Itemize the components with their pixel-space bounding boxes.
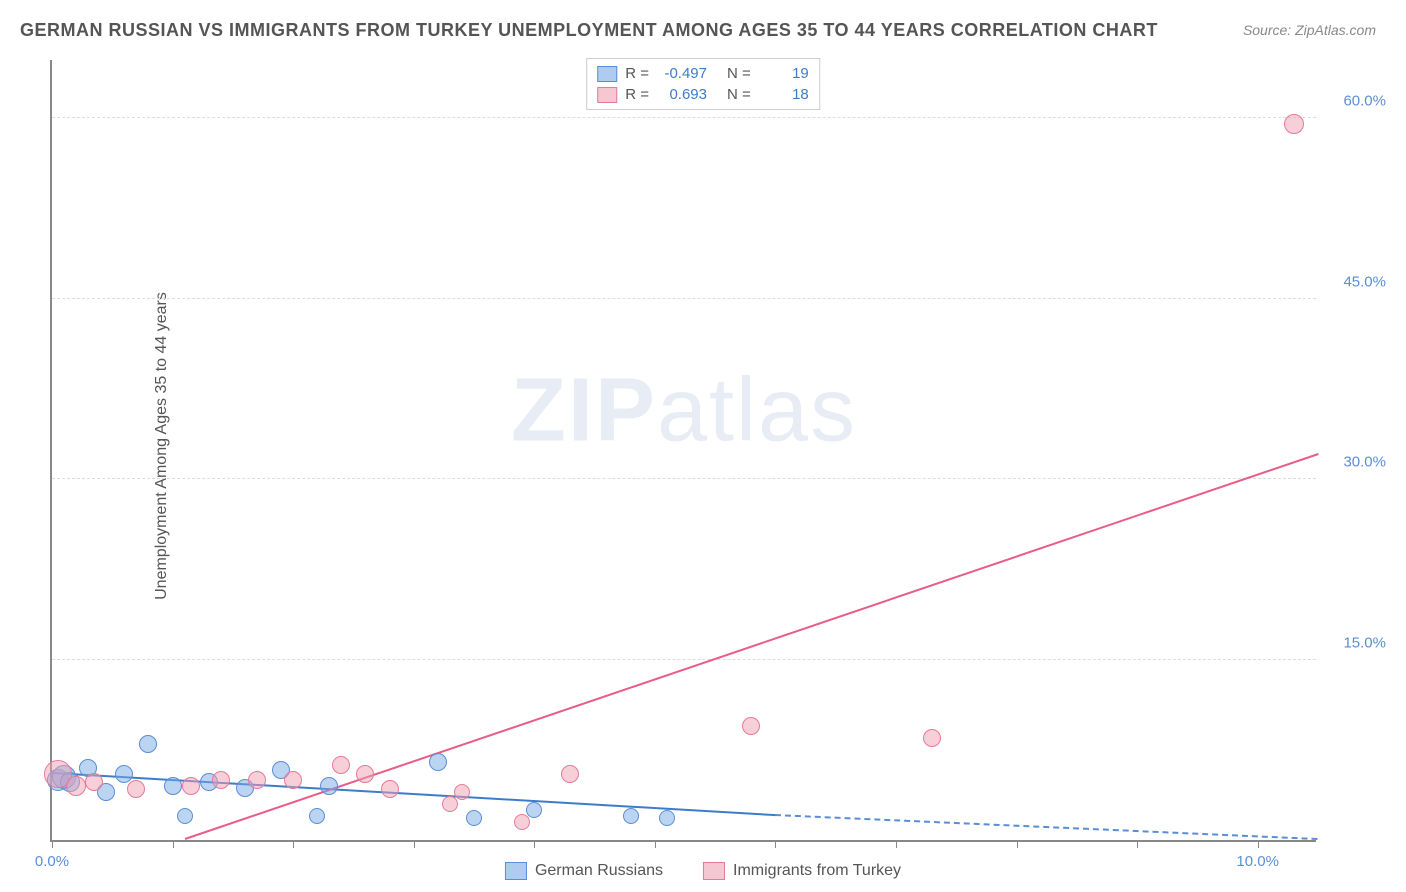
data-point	[659, 810, 675, 826]
r-value: -0.497	[657, 65, 707, 82]
watermark: ZIPatlas	[511, 360, 857, 463]
data-point	[454, 784, 470, 800]
data-point	[1284, 114, 1304, 134]
y-tick-label: 60.0%	[1343, 93, 1386, 110]
chart-title: GERMAN RUSSIAN VS IMMIGRANTS FROM TURKEY…	[20, 20, 1158, 41]
data-point	[923, 729, 941, 747]
x-tick	[293, 840, 294, 848]
data-point	[526, 802, 542, 818]
x-tick	[655, 840, 656, 848]
legend-swatch	[703, 862, 725, 880]
data-point	[561, 765, 579, 783]
data-point	[85, 773, 103, 791]
gridline	[52, 298, 1316, 299]
n-label: N =	[727, 86, 751, 103]
data-point	[177, 808, 193, 824]
r-label: R =	[625, 65, 649, 82]
y-tick-label: 15.0%	[1343, 634, 1386, 651]
data-point	[248, 771, 266, 789]
data-point	[742, 717, 760, 735]
x-tick	[534, 840, 535, 848]
data-point	[212, 771, 230, 789]
data-point	[115, 765, 133, 783]
r-value: 0.693	[657, 86, 707, 103]
trend-line	[775, 814, 1318, 840]
data-point	[66, 776, 86, 796]
legend: German Russians Immigrants from Turkey	[505, 862, 901, 880]
stats-swatch	[597, 66, 617, 82]
x-tick	[1017, 840, 1018, 848]
data-point	[127, 780, 145, 798]
x-tick	[414, 840, 415, 848]
trend-line	[184, 453, 1318, 840]
n-label: N =	[727, 65, 751, 82]
x-tick	[1258, 840, 1259, 848]
data-point	[514, 814, 530, 830]
x-tick	[52, 840, 53, 848]
chart-plot-area: ZIPatlas 15.0%30.0%45.0%60.0%0.0%10.0%	[50, 60, 1316, 842]
legend-label: Immigrants from Turkey	[733, 862, 901, 880]
data-point	[320, 777, 338, 795]
data-point	[332, 756, 350, 774]
gridline	[52, 117, 1316, 118]
n-value: 19	[759, 65, 809, 82]
data-point	[182, 777, 200, 795]
legend-swatch	[505, 862, 527, 880]
data-point	[623, 808, 639, 824]
y-tick-label: 45.0%	[1343, 273, 1386, 290]
data-point	[284, 771, 302, 789]
stats-row: R = -0.497 N = 19	[597, 63, 809, 84]
data-point	[139, 735, 157, 753]
stats-row: R = 0.693 N = 18	[597, 84, 809, 105]
y-tick-label: 30.0%	[1343, 454, 1386, 471]
x-tick	[1137, 840, 1138, 848]
trend-line	[52, 772, 776, 816]
source-attribution: Source: ZipAtlas.com	[1243, 22, 1376, 38]
data-point	[164, 777, 182, 795]
correlation-stats-box: R = -0.497 N = 19 R = 0.693 N = 18	[586, 58, 820, 110]
legend-label: German Russians	[535, 862, 663, 880]
stats-swatch	[597, 87, 617, 103]
x-tick-label: 0.0%	[35, 853, 69, 870]
data-point	[309, 808, 325, 824]
data-point	[429, 753, 447, 771]
data-point	[466, 810, 482, 826]
data-point	[381, 780, 399, 798]
x-tick-label: 10.0%	[1236, 853, 1279, 870]
data-point	[356, 765, 374, 783]
gridline	[52, 659, 1316, 660]
legend-item: Immigrants from Turkey	[703, 862, 901, 880]
x-tick	[896, 840, 897, 848]
gridline	[52, 478, 1316, 479]
x-tick	[775, 840, 776, 848]
data-point	[442, 796, 458, 812]
x-tick	[173, 840, 174, 848]
legend-item: German Russians	[505, 862, 663, 880]
r-label: R =	[625, 86, 649, 103]
n-value: 18	[759, 86, 809, 103]
